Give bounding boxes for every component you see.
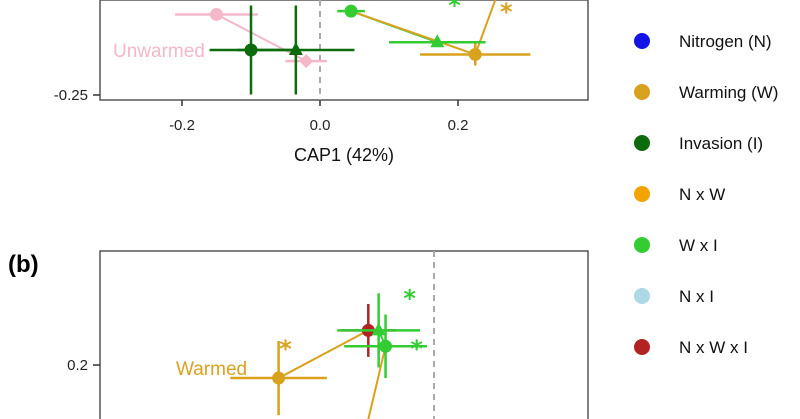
legend: Nitrogen (N) Warming (W) Invasion (I) N x W… bbox=[634, 32, 778, 357]
legend-swatch bbox=[634, 288, 650, 304]
legend-label: Nitrogen (N) bbox=[679, 32, 772, 51]
legend-label: W x I bbox=[679, 236, 718, 255]
data-point-unwarmed bbox=[210, 7, 223, 21]
legend-swatch bbox=[634, 135, 650, 151]
significance-star: * bbox=[500, 0, 513, 26]
legend-swatch bbox=[634, 33, 650, 49]
panel-a-xlabel: CAP1 (42%) bbox=[294, 145, 394, 165]
data-point-w_x_i bbox=[430, 34, 445, 48]
data-point-w_x_i bbox=[379, 339, 393, 353]
panel-b-marks: * * * bbox=[230, 285, 427, 419]
legend-label: N x I bbox=[679, 287, 714, 306]
significance-star: * bbox=[448, 0, 461, 19]
legend-swatch bbox=[634, 186, 650, 202]
panel-a-xtick-label-1: -0.2 bbox=[169, 117, 195, 134]
significance-star: * bbox=[279, 335, 292, 363]
significance-star: * bbox=[410, 335, 423, 363]
panel-b: (b) * * * Warmed 0.2 bbox=[8, 250, 589, 419]
data-point-w_x_i bbox=[371, 322, 386, 336]
panel-a-marks: * * bbox=[175, 0, 531, 95]
unwarmed-label: Unwarmed bbox=[113, 41, 205, 62]
legend-swatch bbox=[634, 84, 650, 100]
legend-label: N x W bbox=[679, 185, 725, 204]
data-point-unwarmed bbox=[299, 54, 314, 69]
panel-a-frame bbox=[99, 0, 589, 101]
significance-star: * bbox=[403, 285, 416, 313]
data-point-warming bbox=[272, 371, 286, 385]
panel-b-ytick-label: 0.2 bbox=[67, 357, 88, 374]
data-point-warming bbox=[468, 47, 482, 61]
legend-swatch bbox=[634, 339, 650, 355]
panel-b-frame bbox=[99, 250, 589, 419]
legend-swatch bbox=[634, 237, 650, 253]
legend-label: Invasion (I) bbox=[679, 134, 763, 153]
panel-a-ytick-label: -0.25 bbox=[54, 87, 88, 104]
panel-a: * * Unwarmed -0.25 -0.2 0.0 0.2 CAP1 (42%… bbox=[54, 0, 589, 165]
panel-a-xtick-label-3: 0.2 bbox=[448, 117, 469, 134]
data-point-w_x_i bbox=[344, 4, 358, 18]
trajectory-line bbox=[278, 329, 369, 379]
panel-b-letter: (b) bbox=[8, 251, 39, 278]
data-point-invasion bbox=[288, 42, 303, 55]
legend-label: Warming (W) bbox=[679, 83, 778, 102]
legend-label: N x W x I bbox=[679, 338, 748, 357]
trajectory-line-2 bbox=[367, 346, 387, 419]
panel-a-xtick-label-2: 0.0 bbox=[310, 117, 331, 134]
trajectory-line bbox=[350, 0, 497, 56]
warmed-label: Warmed bbox=[176, 359, 247, 380]
